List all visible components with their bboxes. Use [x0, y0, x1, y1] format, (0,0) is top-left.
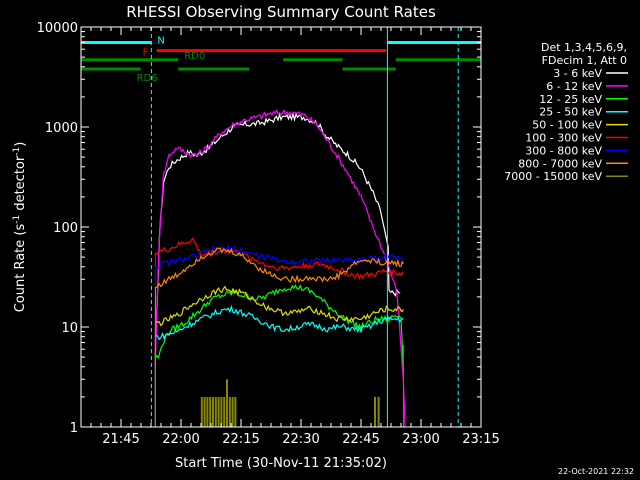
x-axis-label: Start Time (30-Nov-11 21:35:02): [175, 456, 387, 471]
legend-label: 50 - 100 keV: [532, 119, 602, 132]
y-tick-label: 10: [61, 321, 78, 336]
y-axis-label-sup2: -1: [12, 147, 22, 156]
y-tick-label: 10000: [37, 21, 78, 36]
x-tick-label: 22:15: [222, 432, 259, 447]
x-tick-label: 22:00: [162, 432, 199, 447]
legend-header-line-2: FDecim 1, Att 0: [542, 54, 627, 67]
legend-header-line-1: Det 1,3,4,5,6,9,: [541, 41, 627, 54]
y-axis-label-main: Count Rate (s: [13, 224, 28, 313]
x-tick-label: 22:45: [342, 432, 379, 447]
legend-label: 3 - 6 keV: [553, 67, 602, 80]
status-label-rd6: RD6: [137, 73, 158, 84]
status-bars: NF RD0 RD6: [81, 35, 481, 84]
legend-label: 300 - 800 keV: [525, 144, 602, 157]
axes: 21:45 22:00 22:15 22:30 22:45 23:00 23:15 1 10 10…: [37, 21, 500, 447]
x-tick-label: 23:15: [462, 432, 499, 447]
legend-label: 25 - 50 keV: [539, 106, 602, 119]
legend-label: 7000 - 15000 keV: [504, 170, 602, 183]
status-label-rd0: RD0: [184, 51, 205, 62]
y-axis-label-end: ): [13, 142, 28, 147]
legend-label: 100 - 300 keV: [525, 132, 602, 145]
series-line-50-100-kev: [155, 285, 404, 327]
timestamp: 22-Oct-2021 22:32: [558, 467, 634, 476]
legend-label: 12 - 25 keV: [539, 93, 602, 106]
y-tick-label: 100: [53, 221, 78, 236]
series-line-6-12-kev: [154, 108, 406, 428]
x-tick-label: 21:45: [102, 432, 139, 447]
series-line-300-800-kev: [155, 244, 404, 269]
series-line-800-7000-kev: [155, 247, 404, 288]
legend-label: 800 - 7000 keV: [518, 157, 602, 170]
series-line-100-300-kev: [154, 236, 404, 281]
x-tick-label: 23:00: [402, 432, 439, 447]
status-label-n: N: [157, 35, 164, 46]
legend-label: 6 - 12 keV: [546, 80, 602, 93]
y-axis-label-mid: detector: [13, 155, 28, 215]
y-axis-label: Count Rate (s-1 detector-1): [12, 142, 28, 313]
series-lines: [154, 108, 406, 428]
x-tick-label: 22:30: [282, 432, 319, 447]
y-tick-label: 1: [70, 421, 78, 436]
y-axis-label-sup1: -1: [12, 215, 22, 224]
legend: Det 1,3,4,5,6,9, FDecim 1, Att 0 3 - 6 k…: [504, 41, 628, 183]
chart-title: RHESSI Observing Summary Count Rates: [126, 3, 436, 21]
y-tick-label: 1000: [45, 121, 78, 136]
series-line-25-50-kev: [155, 304, 404, 341]
status-label-f: F: [143, 48, 149, 59]
